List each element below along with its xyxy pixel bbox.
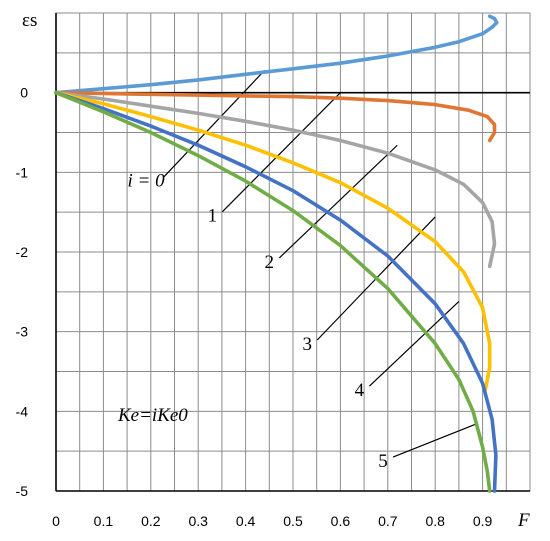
x-axis-title: F xyxy=(517,510,530,531)
labels: i = 0 1 2 3 4 5 xyxy=(128,171,388,472)
series-line xyxy=(54,90,497,143)
series-pointer-line xyxy=(163,69,265,178)
x-tick-label: 0.4 xyxy=(236,513,256,529)
series-pointers xyxy=(163,69,479,458)
series-label: 2 xyxy=(265,252,275,273)
series-label: i = 0 xyxy=(128,171,166,192)
x-tick-label: 0.5 xyxy=(283,513,303,529)
x-tick-label: 0.9 xyxy=(473,513,493,529)
x-tick-label: 0.8 xyxy=(425,513,445,529)
series-line xyxy=(54,90,497,269)
series-pointer-line xyxy=(221,92,341,213)
y-tick-label: -5 xyxy=(16,483,29,499)
y-tick-label: -3 xyxy=(16,324,29,340)
formula-annotation: Ke=iKe0 xyxy=(117,405,188,426)
y-tick-label: -4 xyxy=(16,403,29,419)
x-tick-label: 0.6 xyxy=(331,513,351,529)
y-tick-label: -2 xyxy=(16,244,29,260)
x-tick-label: 0.1 xyxy=(94,513,114,529)
y-tick-label: -1 xyxy=(16,164,29,180)
x-tick-label: 0 xyxy=(52,513,60,529)
series-label: 4 xyxy=(355,380,365,401)
series-pointer-line xyxy=(392,422,479,458)
series-line xyxy=(54,90,492,394)
series-label: 1 xyxy=(208,206,218,227)
series-pointer-line xyxy=(278,144,398,259)
series-label: 3 xyxy=(302,334,312,355)
x-tick-label: 0.2 xyxy=(141,513,161,529)
series-line xyxy=(54,90,498,493)
x-tick-label: 0.7 xyxy=(378,513,398,529)
y-tick-label: 0 xyxy=(20,85,28,101)
y-axis-title: εs xyxy=(22,10,37,31)
series-line xyxy=(54,14,499,95)
series-lines xyxy=(54,14,499,493)
series-line xyxy=(54,90,492,493)
series-label: 5 xyxy=(378,451,388,472)
x-tick-label: 0.3 xyxy=(188,513,208,529)
